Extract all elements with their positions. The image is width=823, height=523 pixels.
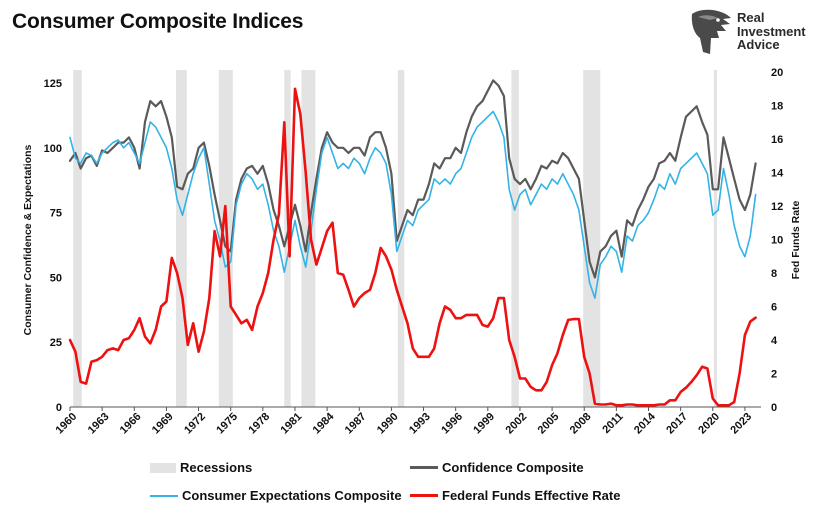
confidence-composite-line xyxy=(68,79,757,279)
x-tick-label: 1963 xyxy=(86,411,112,437)
eagle-head-icon xyxy=(691,9,731,55)
legend-swatch-fedfunds xyxy=(410,494,438,497)
logo-line-2: Investment xyxy=(737,23,806,39)
x-tick-label: 1975 xyxy=(214,411,240,437)
x-tick-label: 1990 xyxy=(375,411,401,437)
chart-title: Consumer Composite Indices xyxy=(12,10,304,33)
x-tick-label: 2023 xyxy=(728,411,754,437)
y-tick-label-right: 14 xyxy=(771,168,784,180)
x-tick-label: 1999 xyxy=(471,411,497,437)
y-tick-label-right: 0 xyxy=(771,402,777,414)
x-tick-label: 2017 xyxy=(664,411,690,437)
logo: Real Investment Advice xyxy=(688,8,818,58)
x-tick-label: 2014 xyxy=(632,410,658,436)
x-tick-label: 1996 xyxy=(439,411,465,437)
y-tick-label-left: 25 xyxy=(50,337,62,349)
x-tick-label: 1981 xyxy=(279,411,305,437)
x-tick-label: 2020 xyxy=(696,411,722,437)
legend-swatch-confidence xyxy=(410,466,438,469)
recession-band xyxy=(73,70,82,407)
recession-band xyxy=(511,70,519,407)
series-group xyxy=(68,79,757,407)
y-tick-label-right: 2 xyxy=(771,369,777,381)
recession-band xyxy=(583,70,601,407)
y-tick-label-right: 4 xyxy=(771,335,778,347)
legend-item-confidence: Confidence Composite xyxy=(410,460,584,475)
legend-label-confidence: Confidence Composite xyxy=(442,460,584,475)
x-tick-label: 1984 xyxy=(311,410,337,436)
legend-label-recessions: Recessions xyxy=(180,460,253,475)
y-tick-label-right: 12 xyxy=(771,201,783,213)
logo-text: Real Investment Advice xyxy=(737,11,806,52)
x-tick-label: 1987 xyxy=(343,411,369,437)
y-tick-label-right: 6 xyxy=(771,302,777,314)
legend-swatch-expectations xyxy=(150,494,178,497)
x-tick-label: 1978 xyxy=(246,411,272,437)
y-tick-label-right: 10 xyxy=(771,235,783,247)
x-tick-label: 2002 xyxy=(504,411,530,437)
legend-swatch-recessions xyxy=(150,462,176,473)
legend-label-expectations: Consumer Expectations Composite xyxy=(182,488,402,503)
expectations-composite-line xyxy=(69,110,757,299)
fed-funds-rate-line xyxy=(68,87,757,407)
recession-band xyxy=(284,70,291,407)
x-tick-label: 1972 xyxy=(182,411,208,437)
recession-band xyxy=(176,70,187,407)
y-tick-label-left: 0 xyxy=(56,402,62,414)
y-tick-label-right: 18 xyxy=(771,101,783,113)
x-tick-label: 1969 xyxy=(150,411,176,437)
logo-line-3: Advice xyxy=(737,37,780,52)
y-tick-label-right: 20 xyxy=(771,67,783,79)
x-tick-label: 1960 xyxy=(54,411,80,437)
x-tick-label: 2008 xyxy=(568,411,594,437)
y-tick-label-left: 75 xyxy=(50,208,62,220)
y-axis-label-left: Consumer Confidence & Expectations xyxy=(22,144,34,335)
logo-line-1: Real xyxy=(737,10,765,25)
legend-item-recessions: Recessions xyxy=(150,460,252,475)
y-tick-label-right: 8 xyxy=(771,268,777,280)
legend-item-expectations: Consumer Expectations Composite xyxy=(150,488,402,503)
y-tick-label-left: 50 xyxy=(50,272,62,284)
x-tick-label: 2005 xyxy=(536,411,562,437)
x-tick-label: 1966 xyxy=(118,411,144,437)
x-tick-label: 2011 xyxy=(600,411,625,436)
recession-band xyxy=(713,70,718,407)
legend-label-fedfunds: Federal Funds Effective Rate xyxy=(442,488,621,503)
x-tick-label: 1993 xyxy=(407,411,433,437)
y-tick-label-left: 125 xyxy=(44,78,62,90)
y-axis-label-right: Fed Funds Rate xyxy=(790,200,802,279)
legend-item-fedfunds: Federal Funds Effective Rate xyxy=(410,488,620,503)
y-tick-label-right: 16 xyxy=(771,134,783,146)
y-tick-label-left: 100 xyxy=(44,143,62,155)
